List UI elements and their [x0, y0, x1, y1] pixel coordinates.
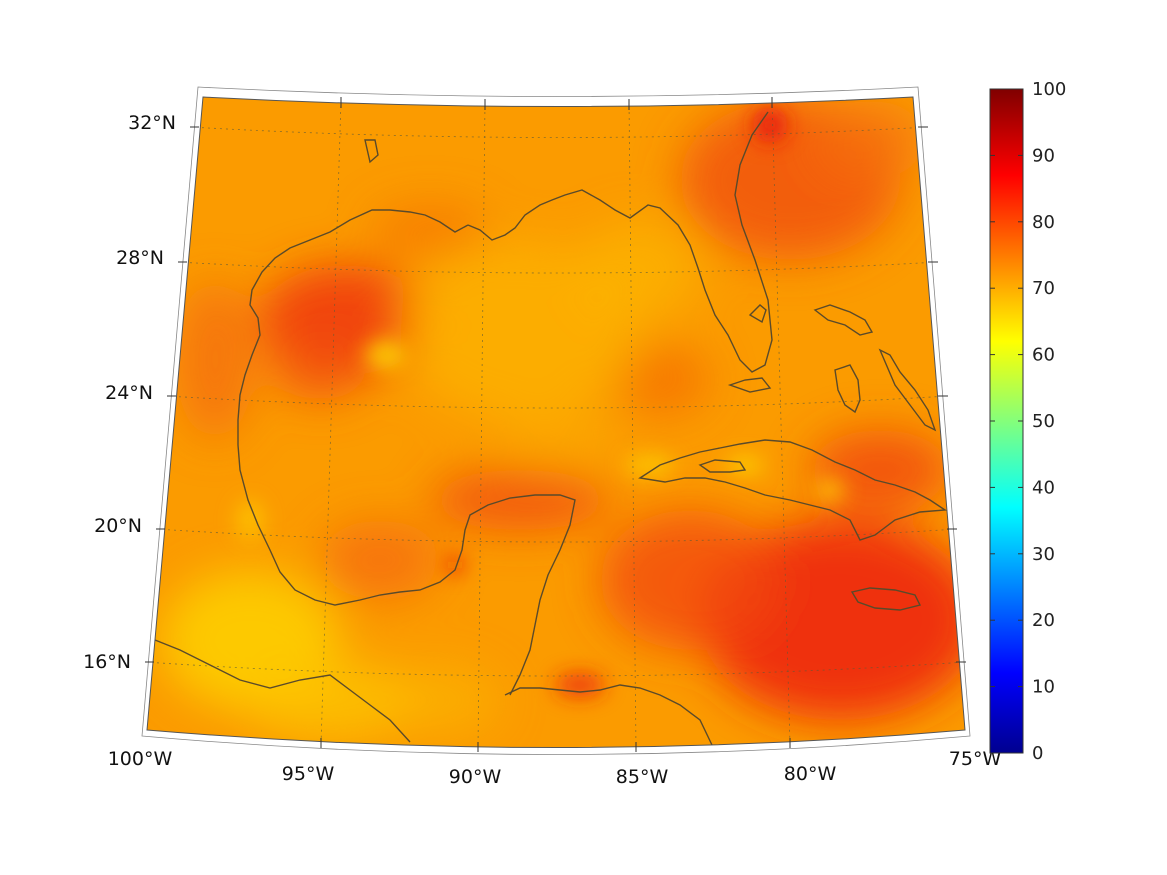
- colorbar-tick-label: 50: [1032, 411, 1055, 432]
- graticule: [147, 99, 965, 748]
- colorbar-tick-label: 100: [1032, 79, 1066, 100]
- lat-label-32: 32°N: [128, 112, 176, 134]
- colorbar-ticks: 0 10 20 30 40 50 60 70 80 90 100: [990, 79, 1066, 764]
- colorbar-tick-label: 0: [1032, 743, 1043, 764]
- lat-labels: 32°N 28°N 24°N 20°N 16°N: [83, 112, 176, 673]
- lon-label-80: 80°W: [784, 763, 837, 785]
- colorbar-tick-label: 60: [1032, 345, 1055, 366]
- lat-label-20: 20°N: [94, 515, 142, 537]
- lat-label-16: 16°N: [83, 651, 131, 673]
- lon-label-100: 100°W: [108, 748, 173, 770]
- map-frame: [146, 96, 966, 748]
- colorbar: 0 10 20 30 40 50 60 70 80 90 100: [989, 79, 1066, 764]
- colorbar-tick-label: 70: [1032, 278, 1055, 299]
- field-layer: [147, 97, 965, 748]
- colorbar-gradient: [989, 88, 1024, 754]
- lat-label-28: 28°N: [116, 247, 164, 269]
- colorbar-tick-label: 80: [1032, 212, 1055, 233]
- lat-label-24: 24°N: [105, 382, 153, 404]
- colorbar-tick-label: 90: [1032, 145, 1055, 166]
- lon-label-75: 75°W: [949, 748, 1002, 770]
- colorbar-tick-label: 40: [1032, 477, 1055, 498]
- colorbar-tick-label: 30: [1032, 544, 1055, 565]
- lon-label-95: 95°W: [282, 763, 335, 785]
- lon-labels: 100°W 95°W 90°W 85°W 80°W 75°W: [108, 748, 1002, 788]
- colorbar-tick-label: 20: [1032, 610, 1055, 631]
- map-frame-outer: [141, 86, 971, 755]
- frame-ticks: [145, 97, 966, 752]
- colorbar-tick-label: 10: [1032, 677, 1055, 698]
- lon-label-85: 85°W: [616, 766, 669, 788]
- coastlines: [154, 111, 948, 746]
- lon-label-90: 90°W: [449, 766, 502, 788]
